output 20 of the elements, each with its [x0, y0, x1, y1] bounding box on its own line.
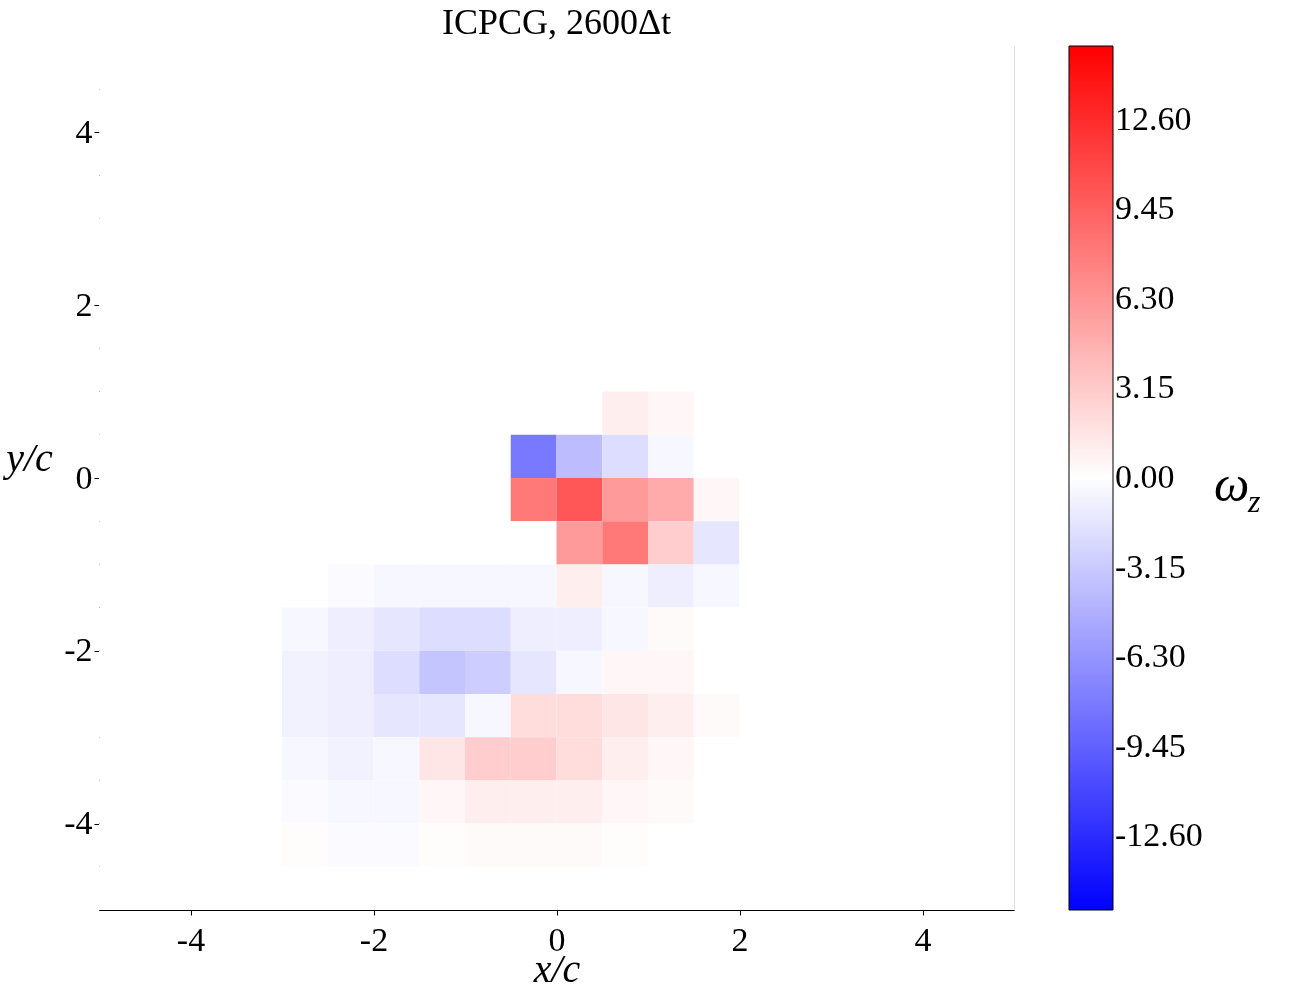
y-axis-title: y/c: [2, 434, 54, 480]
color-bar-label: 3.15: [1115, 368, 1175, 406]
y-tick-label: -2: [64, 631, 93, 669]
x-tick-label: 2: [731, 920, 749, 958]
x-tick-label: 4: [914, 920, 932, 958]
y-tick-label: 4: [75, 112, 93, 150]
y-tick-label: 0: [75, 458, 93, 496]
y-tick-label: -4: [64, 804, 93, 842]
color-bar-label: -12.60: [1115, 816, 1203, 854]
color-bar-label: -6.30: [1115, 637, 1186, 675]
color-bar-label: 12.60: [1115, 99, 1192, 137]
color-bar-label: -3.15: [1115, 547, 1186, 585]
color-bar-label: 0.00: [1115, 458, 1175, 495]
y-tick-label: 2: [75, 285, 93, 323]
color-bar-label: -9.45: [1115, 726, 1186, 764]
x-tick-label: -2: [359, 920, 389, 958]
x-tick-label: -4: [176, 920, 206, 958]
color-bar-label: 6.30: [1115, 278, 1175, 316]
color-bar-label: 9.45: [1115, 189, 1175, 227]
chart-title: ICPCG, 2600Δt: [441, 2, 672, 42]
